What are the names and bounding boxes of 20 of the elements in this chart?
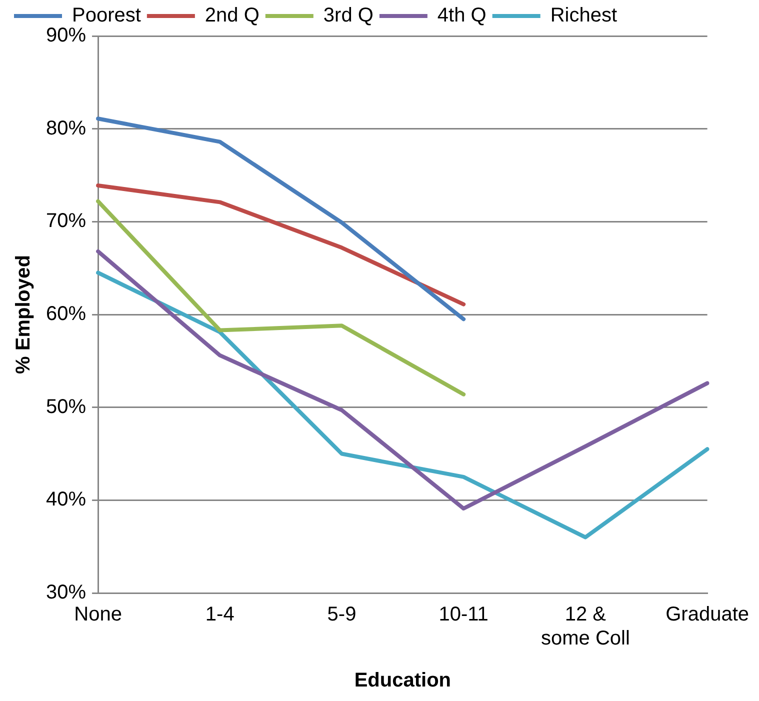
legend-label: Richest [550, 4, 618, 27]
y-tick-label: 40% [46, 488, 86, 511]
legend-label: Poorest [72, 4, 142, 27]
y-tick-label: 70% [46, 210, 86, 232]
x-tick-label: Graduate [666, 604, 749, 626]
legend-label: 3rd Q [323, 4, 374, 27]
x-tick-label: 10-11 [438, 604, 488, 626]
legend-label: 2nd Q [204, 4, 260, 27]
x-tick-label: 5-9 [327, 604, 356, 626]
x-tick-label: None [74, 604, 122, 626]
x-tick-label: 1-4 [205, 604, 234, 626]
y-tick-label: 30% [46, 582, 86, 604]
x-tick-label: 12 & some Coll [540, 604, 630, 650]
legend-label: 4th Q [437, 4, 486, 27]
y-axis-title: % Employed [12, 255, 35, 374]
y-tick-label: 50% [46, 396, 86, 418]
y-tick-label: 80% [46, 117, 86, 140]
x-axis-title: Education [354, 670, 452, 692]
y-tick-label: 90% [46, 24, 86, 47]
y-tick-label: 60% [46, 303, 86, 326]
